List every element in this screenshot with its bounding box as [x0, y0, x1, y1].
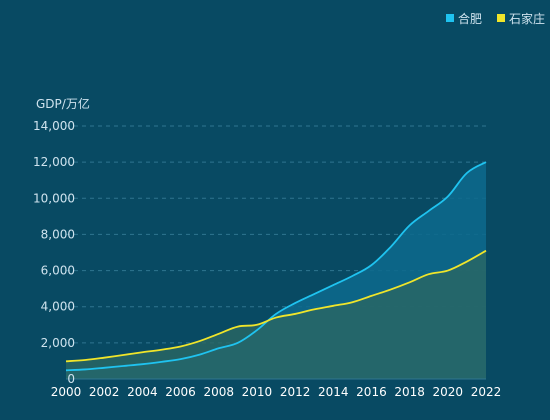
- series-line-1[interactable]: [65, 249, 487, 363]
- legend-swatch: [446, 14, 454, 22]
- y-tick-label: 4,000: [41, 300, 75, 314]
- x-tick-labels: 2000 2002 2004 2006 2008 2010 2012 2014 2016 2018…: [51, 385, 502, 399]
- y-tick-label: 10,000: [33, 191, 75, 205]
- legend-label: 石家庄: [509, 11, 545, 26]
- x-tick-label: 2006: [165, 385, 196, 399]
- x-tick-label: 2002: [89, 385, 120, 399]
- x-tick-label: 2008: [203, 385, 234, 399]
- x-tick-label: 2012: [280, 385, 311, 399]
- y-tick-label: 6,000: [41, 264, 75, 278]
- x-tick-label: 2014: [318, 385, 349, 399]
- y-tick-label: 2,000: [41, 336, 75, 350]
- series-line-0[interactable]: [65, 161, 487, 372]
- legend-label: 合肥: [458, 11, 482, 26]
- y-tick-label: 14,000: [33, 119, 75, 133]
- series-area-1: [66, 250, 486, 379]
- x-tick-label: 2016: [356, 385, 387, 399]
- x-tick-label: 2010: [242, 385, 273, 399]
- y-axis-label: GDP/万亿: [36, 96, 90, 111]
- x-tick-label: 2018: [394, 385, 425, 399]
- y-tick-label: 8,000: [41, 227, 75, 241]
- x-tick-label: 2020: [433, 385, 464, 399]
- legend-swatch: [497, 14, 505, 22]
- x-tick-label: 2022: [471, 385, 502, 399]
- y-tick-label: 0: [67, 372, 75, 386]
- y-tick-label: 12,000: [33, 155, 75, 169]
- series-areas: [66, 162, 486, 379]
- series-lines: [65, 161, 487, 372]
- legend-item-1[interactable]: 石家庄: [497, 11, 545, 26]
- x-tick-label: 2000: [51, 385, 82, 399]
- y-tick-labels: 0 2,000 4,000 6,000 8,000 10,000 12,000 14,000: [33, 119, 75, 386]
- x-tick-label: 2004: [127, 385, 158, 399]
- legend-item-0[interactable]: 合肥: [446, 11, 482, 26]
- legend[interactable]: 合肥 石家庄: [446, 11, 545, 26]
